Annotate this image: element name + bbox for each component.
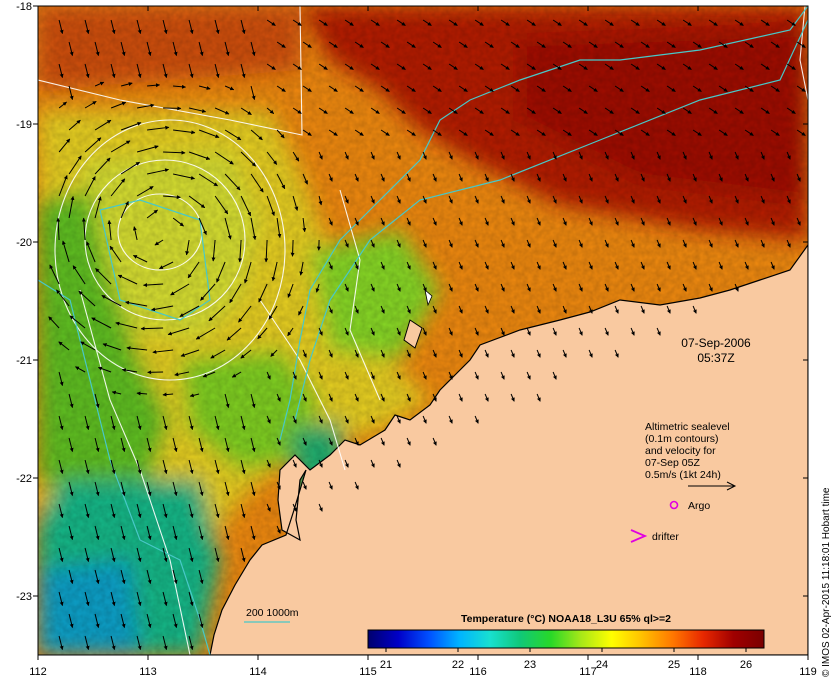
y-tick-label: -20 [16,237,32,249]
x-tick-label: 119 [799,666,817,678]
y-tick-label: -23 [16,591,32,603]
colorbar-tick-label: 25 [668,659,680,671]
colorbar-title: Temperature (°C) NOAA18_L3U 65% ql>=2 [461,613,671,625]
x-tick-label: 116 [469,666,487,678]
velocity-arrow [292,240,293,256]
y-tick-label: -21 [16,355,32,367]
x-tick-label: 112 [29,666,47,678]
drifter-label: drifter [652,531,679,543]
bathymetry-label: 200 1000m [246,607,299,619]
sst-field [38,6,808,655]
y-tick-label: -18 [16,1,32,13]
x-tick-label: 114 [249,666,267,678]
y-tick-label: -22 [16,473,32,485]
legend-line-3: and velocity for [645,445,716,457]
legend-line-5: 0.5m/s (1kt 24h) [645,469,721,481]
timestamp-date: 07-Sep-2006 [681,336,751,350]
x-tick-label: 115 [359,666,377,678]
x-tick-label: 118 [689,666,707,678]
colorbar-tick-label: 24 [596,659,608,671]
colorbar-tick-label: 26 [740,659,752,671]
colorbar-tick-label: 22 [452,659,464,671]
x-tick-label: 117 [579,666,597,678]
legend-line-2: (0.1m contours) [645,433,719,445]
x-tick-label: 113 [139,666,157,678]
legend-line-4: 07-Sep 05Z [645,457,700,469]
credit-text: © IMOS 02-Apr-2015 11:18:01 Hobart time [821,487,832,677]
colorbar-tick-label: 23 [524,659,536,671]
colorbar-tick-label: 21 [380,659,392,671]
argo-label: Argo [688,500,710,512]
y-tick-label: -19 [16,119,32,131]
legend-line-1: Altimetric sealevel [645,421,730,433]
colorbar-scale [368,630,764,648]
timestamp-time: 05:37Z [697,351,734,365]
